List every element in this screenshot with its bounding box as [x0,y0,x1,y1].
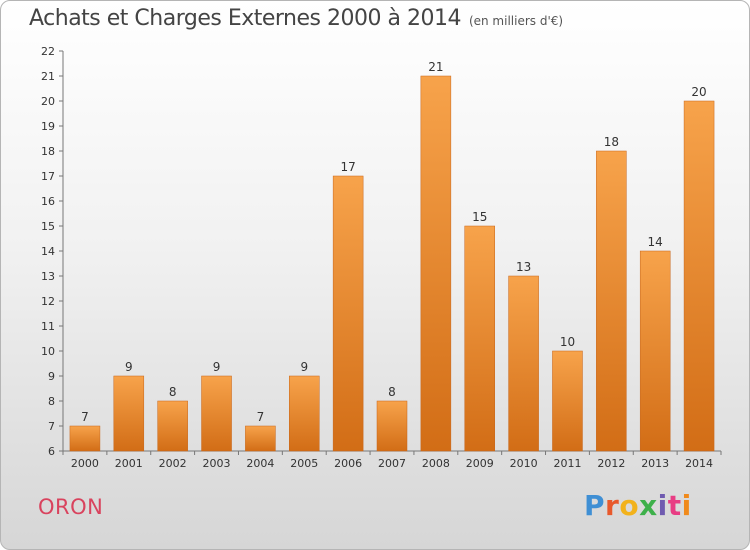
logo-letter: t [667,489,682,522]
bar [69,425,101,452]
chart-title: Achats et Charges Externes 2000 à 2014 (e… [29,6,563,31]
x-tick-label: 2002 [159,457,187,470]
y-tick-label: 15 [41,220,55,233]
bar-value-label: 10 [560,335,575,349]
x-tick-label: 2005 [290,457,318,470]
x-tick-label: 2009 [466,457,494,470]
y-tick-label: 14 [41,245,55,258]
y-tick-label: 8 [48,395,55,408]
x-axis-ticks: 2000 2001 2002 2003 2004 2005 2006 2007 2008 2009… [62,451,722,470]
logo-letter: P [584,489,606,522]
y-tick-label: 10 [41,345,55,358]
bar [508,275,539,452]
bar-value-label: 9 [300,360,308,374]
x-tick-label: 2007 [378,457,406,470]
bar [420,75,452,452]
y-axis-ticks: 6 7 8 9 10 11 12 13 14 15 16 17 18 19 20 21 22 [41,45,63,458]
y-tick-label: 20 [41,95,55,108]
bar-value-label: 8 [388,385,396,399]
bar [552,350,583,452]
commune-name: ORON [38,495,104,519]
bar [113,375,145,452]
logo-letter: i [681,489,692,522]
x-tick-label: 2011 [553,457,581,470]
y-tick-label: 21 [41,70,55,83]
y-tick-label: 17 [41,170,55,183]
proxiti-logo[interactable]: Proxiti [584,489,692,522]
bar-value-label: 17 [340,160,355,174]
bar [464,225,495,452]
chart-subtitle: (en milliers d'€) [468,14,564,28]
bar-value-label: 7 [257,410,265,424]
x-tick-label: 2004 [246,457,274,470]
x-tick-label: 2003 [203,457,231,470]
y-tick-label: 6 [48,445,55,458]
bar-value-label: 13 [516,260,531,274]
bar [639,250,671,452]
y-tick-label: 9 [48,370,55,383]
x-tick-label: 2001 [115,457,143,470]
bar-value-label: 9 [125,360,133,374]
y-tick-label: 13 [41,270,55,283]
y-tick-label: 16 [41,195,55,208]
bar [683,100,715,452]
y-tick-label: 22 [41,45,55,58]
bar-value-label: 20 [691,85,706,99]
x-tick-label: 2010 [510,457,538,470]
bar-value-label: 14 [648,235,663,249]
x-tick-label: 2000 [71,457,99,470]
bar [245,425,276,452]
y-tick-label: 18 [41,145,55,158]
bars: 7 9 8 9 7 9 17 8 21 15 13 10 18 14 20 [69,60,715,452]
bar-value-label: 8 [169,385,177,399]
x-tick-label: 2008 [422,457,450,470]
bar-value-label: 21 [428,60,443,74]
y-tick-label: 11 [41,320,55,333]
logo-letter: i [657,489,668,522]
y-tick-label: 19 [41,120,55,133]
bar [201,375,232,452]
y-tick-label: 7 [48,420,55,433]
bar [376,400,408,452]
x-tick-label: 2014 [685,457,713,470]
logo-letter: x [639,489,658,522]
bar-value-label: 15 [472,210,487,224]
x-tick-label: 2006 [334,457,362,470]
chart-title-main: Achats et Charges Externes 2000 à 2014 [29,6,461,31]
logo-letter: o [619,489,640,522]
bar [596,150,627,452]
bar [157,400,188,452]
logo-letter: r [605,489,620,522]
bar-value-label: 18 [604,135,619,149]
x-tick-label: 2013 [641,457,669,470]
bar [332,175,364,452]
bar-value-label: 7 [81,410,89,424]
bar-value-label: 9 [213,360,221,374]
bar [289,375,320,452]
y-tick-label: 12 [41,295,55,308]
x-tick-label: 2012 [597,457,625,470]
